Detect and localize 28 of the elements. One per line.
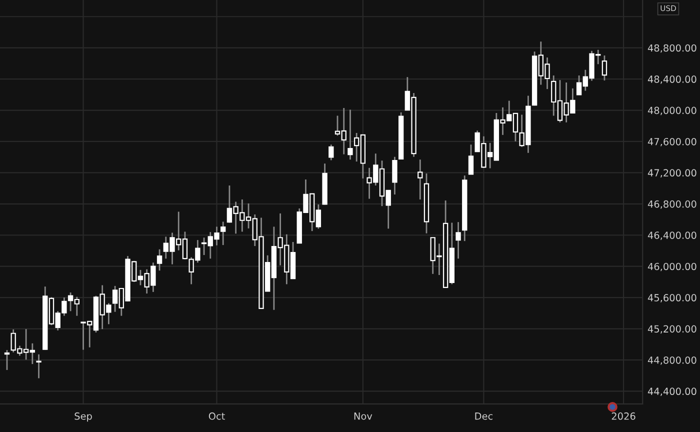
candlestick — [456, 221, 461, 260]
y-tick-label: 48,800.00 — [648, 44, 696, 53]
candlestick — [418, 158, 423, 200]
y-tick-label: 46,800.00 — [648, 200, 696, 209]
x-tick-label: 2026 — [612, 412, 636, 420]
x-tick-label: Dec — [475, 412, 492, 420]
candlestick — [4, 349, 10, 371]
y-tick-label: 47,200.00 — [648, 169, 696, 178]
y-tick-label: 44,400.00 — [648, 388, 696, 396]
candlestick — [220, 221, 226, 246]
y-tick-label: 47,600.00 — [648, 138, 696, 146]
y-tick-label: 45,200.00 — [648, 325, 696, 334]
y-tick-label: 46,000.00 — [648, 262, 696, 272]
candlestick — [392, 156, 398, 196]
candlestick — [348, 109, 353, 160]
y-tick-label: 45,600.00 — [648, 294, 696, 302]
candlestick — [602, 54, 608, 82]
candlestick — [156, 248, 162, 272]
x-tick-label: Oct — [208, 412, 225, 420]
x-tick-label: Nov — [354, 412, 372, 420]
x-tick-label: Sep — [74, 412, 92, 422]
candlestick — [36, 354, 42, 379]
y-tick-label: 46,400.00 — [648, 232, 696, 240]
candlestick — [468, 144, 474, 175]
y-tick-label: 44,800.00 — [648, 356, 696, 365]
y-tick-label: 48,000.00 — [648, 106, 696, 116]
candlestick — [328, 144, 334, 161]
y-tick-label: 48,400.00 — [648, 76, 696, 84]
